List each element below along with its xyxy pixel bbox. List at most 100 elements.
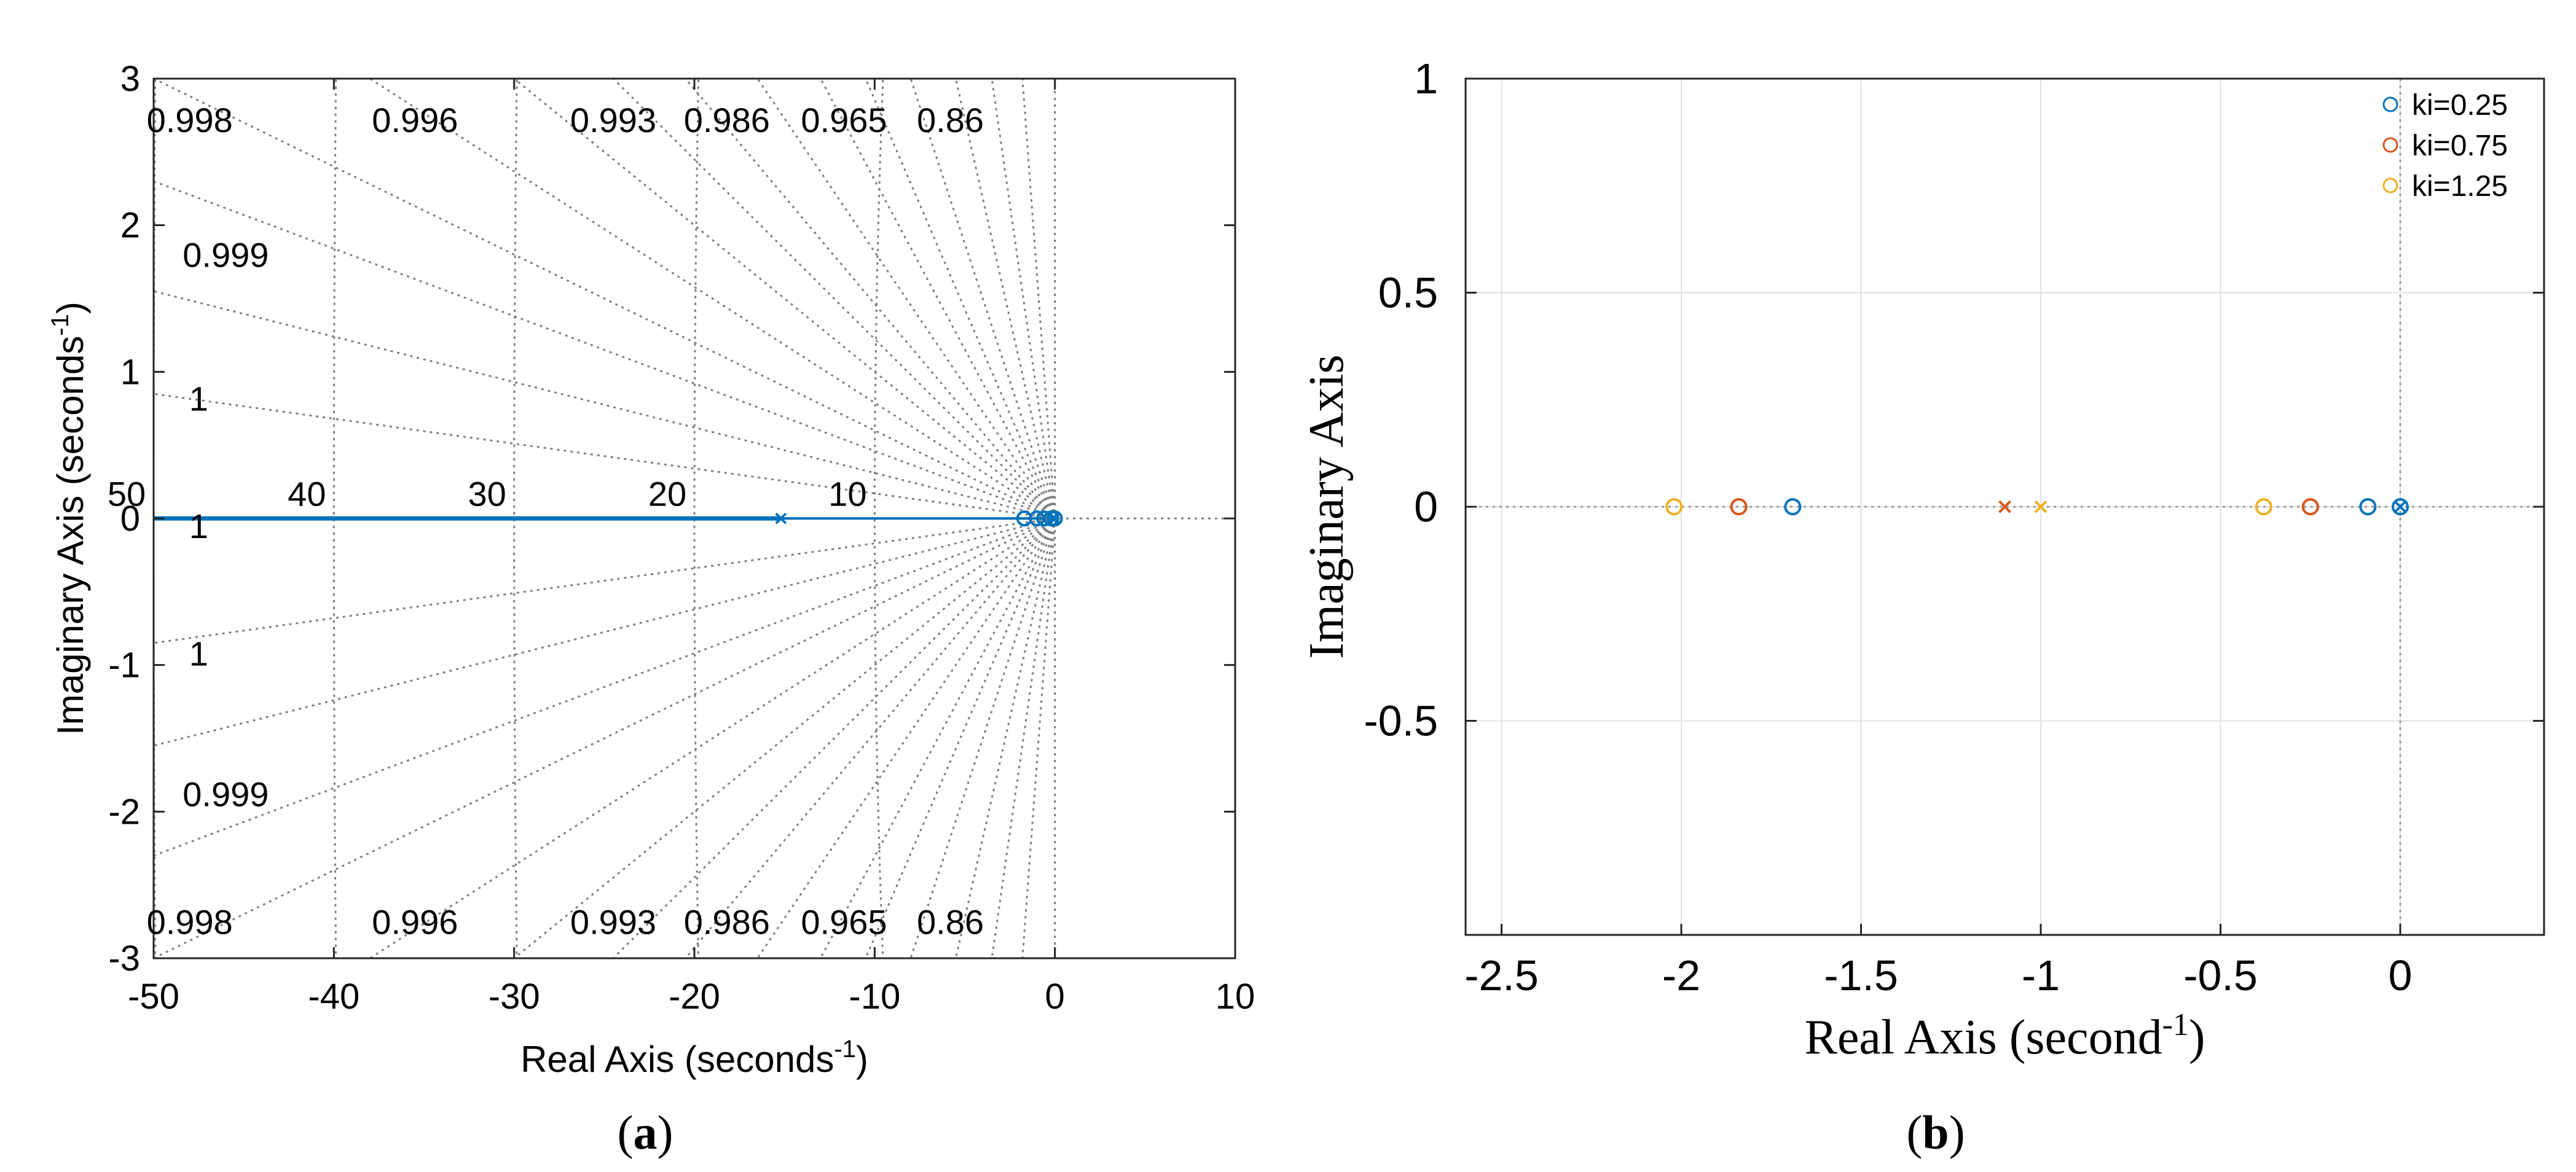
x-tick-label: -30	[489, 977, 540, 1017]
zero-marker	[2392, 498, 2409, 515]
damping-ray	[154, 517, 1055, 644]
pole-marker	[2034, 500, 2048, 514]
x-tick-label: -20	[669, 977, 720, 1017]
damping-ray	[954, 79, 1056, 519]
damping-label: 0.993	[570, 902, 656, 941]
y-tick-label: 1	[1414, 55, 1438, 103]
y-tick-label: 2	[120, 206, 140, 246]
panel-a-y-axis-label: Imaginary Axis (seconds-1)	[47, 302, 91, 735]
panel-b-caption: (b)	[1906, 1106, 1965, 1159]
x-tick-label: -0.5	[2183, 951, 2258, 999]
damping-label: 0.999	[183, 775, 269, 814]
x-tick-label: -1	[2022, 951, 2060, 999]
damping-label: 0.998	[147, 101, 233, 139]
legend-marker	[2382, 137, 2398, 153]
frequency-label: 20	[648, 474, 686, 513]
x-tick-label: -2.5	[1464, 951, 1539, 999]
damping-ray	[1021, 79, 1056, 519]
pole-marker	[2393, 500, 2407, 514]
pole-marker	[1047, 512, 1059, 525]
damping-ray	[611, 79, 1056, 520]
damping-ray	[1021, 518, 1056, 958]
natural-frequency-line	[873, 79, 884, 958]
damping-ray	[154, 517, 1056, 747]
damping-label: 0.996	[372, 902, 458, 941]
x-tick-label: -2	[1662, 951, 1700, 999]
damping-ray	[512, 79, 1056, 520]
legend-label: ki=0.75	[2412, 130, 2508, 162]
panel-b-legend: ki=0.25 ki=0.75 ki=1.25	[2382, 89, 2508, 203]
panel-a-grid-labels: 0.998 0.996 0.993 0.986 0.965 0.86 0.999 1 1 1 0.9…	[108, 101, 984, 942]
zero-marker	[1784, 498, 1802, 515]
damping-label: 0.965	[801, 902, 887, 941]
panel-b-pole-zero-map: -2.5 -2 -1.5 -1 -0.5 0 -0.5 0 0.5 1 ki=0.25 ki=0.7…	[1300, 55, 2545, 1065]
damping-label: 0.986	[684, 101, 770, 139]
zero-marker	[1665, 498, 1683, 515]
damping-label: 0.986	[684, 902, 770, 941]
damping-ray	[154, 393, 1055, 520]
zero-marker	[1036, 510, 1053, 526]
frequency-label: 50	[108, 474, 146, 513]
panel-a-data	[154, 510, 1063, 526]
pole-marker	[1998, 500, 2011, 514]
legend-marker	[2382, 178, 2398, 193]
damping-ray	[756, 518, 1056, 958]
damping-ray	[154, 517, 1056, 857]
panel-b-ticks: -2.5 -2 -1.5 -1 -0.5 0 -0.5 0 0.5 1	[1364, 55, 2544, 999]
x-tick-label: 10	[1215, 977, 1255, 1017]
damping-label: 0.998	[147, 902, 233, 941]
natural-frequency-line	[332, 79, 337, 958]
damping-ray	[991, 79, 1056, 519]
legend-label: ki=1.25	[2412, 170, 2508, 203]
y-tick-label: -3	[108, 939, 140, 979]
pole-marker	[775, 512, 787, 525]
zero-marker	[2255, 498, 2272, 515]
y-tick-label: -1	[108, 646, 140, 686]
zero-marker	[1730, 498, 1748, 515]
damping-ray	[368, 517, 1056, 958]
panel-b-y-axis-label: Imaginary Axis	[1300, 354, 1354, 658]
legend-label: ki=0.25	[2412, 89, 2508, 122]
damping-label: 1	[189, 635, 208, 673]
panel-b-data	[1665, 498, 2409, 515]
damping-ray	[368, 79, 1056, 520]
panel-b-x-axis-label: Real Axis (second-1)	[1804, 1007, 2205, 1065]
y-tick-label: -0.5	[1364, 697, 1438, 745]
damping-label: 0.993	[570, 101, 656, 139]
frequency-label: 40	[288, 474, 326, 513]
damping-label: 0.999	[183, 235, 269, 274]
panel-a-caption: (a)	[618, 1106, 673, 1159]
x-tick-label: 0	[2389, 951, 2413, 999]
damping-ray	[154, 180, 1056, 520]
damping-ray	[756, 79, 1056, 519]
x-tick-label: -1.5	[1824, 951, 1898, 999]
frequency-label: 10	[828, 474, 866, 513]
legend-marker	[2382, 96, 2398, 112]
y-tick-label: 0	[1414, 483, 1438, 531]
damping-label: 0.86	[917, 101, 984, 139]
pole-marker	[1049, 512, 1061, 525]
zero-marker	[1046, 510, 1063, 526]
x-tick-label: -40	[308, 977, 359, 1017]
damping-ray	[865, 518, 1056, 958]
y-tick-label: 0	[120, 499, 140, 539]
panel-a-x-axis-label: Real Axis (seconds-1)	[520, 1036, 868, 1080]
y-tick-label: 0.5	[1378, 269, 1438, 317]
y-tick-label: 3	[120, 59, 140, 99]
damping-ray	[991, 518, 1056, 958]
damping-label: 1	[189, 507, 208, 545]
x-tick-label: -50	[128, 977, 179, 1017]
damping-ray	[154, 290, 1056, 520]
damping-label: 0.965	[801, 101, 887, 139]
damping-label: 0.996	[372, 101, 458, 139]
damping-ray	[865, 79, 1056, 519]
damping-ray	[512, 517, 1056, 958]
damping-label: 1	[189, 379, 208, 418]
natural-frequency-line	[513, 79, 518, 958]
zero-marker	[2359, 498, 2377, 515]
x-tick-label: -10	[849, 977, 900, 1017]
x-tick-label: 0	[1045, 977, 1065, 1017]
